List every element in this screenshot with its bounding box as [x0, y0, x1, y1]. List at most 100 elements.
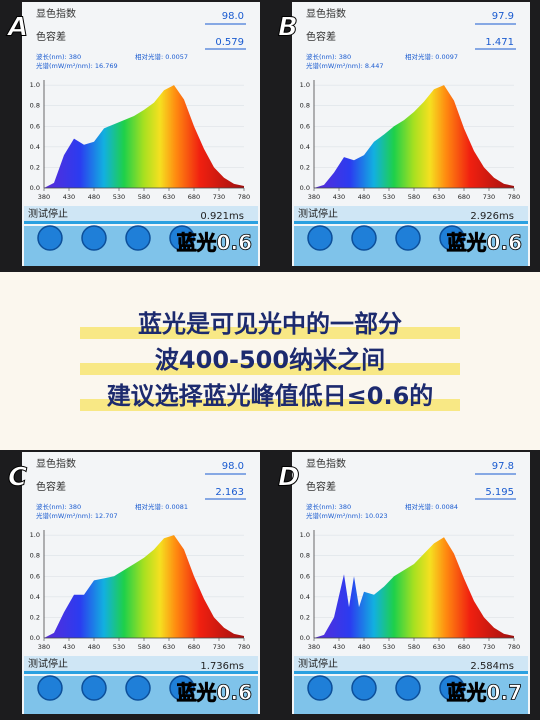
- button[interactable]: [37, 225, 63, 251]
- y-tick-label: 0.4: [30, 593, 40, 601]
- highlight: [80, 399, 460, 411]
- status-bar: [24, 206, 258, 222]
- button[interactable]: [395, 675, 421, 701]
- y-tick-label: 0.6: [300, 572, 310, 580]
- y-tick-label: 0.6: [30, 572, 40, 580]
- overlay-label: 蓝光0.6: [177, 231, 252, 255]
- x-tick-label: 680: [188, 193, 200, 201]
- button[interactable]: [81, 675, 107, 701]
- x-tick-label: 780: [238, 643, 250, 651]
- button[interactable]: [37, 675, 63, 701]
- caption-line: 建议选择蓝光峰值低日≤0.6的: [107, 382, 434, 410]
- y-tick-label: 0.4: [300, 593, 310, 601]
- y-tick-label: 0.8: [300, 102, 310, 110]
- button[interactable]: [351, 675, 377, 701]
- status-bar: [294, 206, 528, 222]
- highlight: [80, 327, 460, 339]
- cri-value: 97.9: [492, 11, 514, 22]
- wavelength: 波长(nm): 380: [36, 502, 81, 511]
- button[interactable]: [439, 225, 465, 251]
- panel-letter: A: [6, 13, 28, 43]
- x-tick-label: 380: [308, 643, 320, 651]
- x-tick-label: 780: [238, 193, 250, 201]
- button[interactable]: [125, 225, 151, 251]
- x-tick-label: 630: [433, 193, 445, 201]
- button[interactable]: [307, 675, 333, 701]
- cri-label: 显色指数: [306, 457, 346, 470]
- y-tick-label: 1.0: [300, 531, 310, 539]
- x-tick-label: 730: [483, 643, 495, 651]
- panel-letter: B: [278, 13, 298, 43]
- wavelength: 波长(nm): 380: [36, 52, 81, 61]
- status: 测试停止: [298, 207, 338, 220]
- button[interactable]: [169, 225, 195, 251]
- time: 0.921ms: [200, 211, 244, 222]
- x-tick-label: 680: [188, 643, 200, 651]
- x-tick-label: 380: [38, 643, 50, 651]
- x-tick-label: 530: [383, 193, 395, 201]
- x-tick-label: 430: [333, 193, 345, 201]
- x-tick-label: 580: [408, 643, 420, 651]
- spectrum-power: 光谱(mW/m²/nm): 16.769: [36, 61, 118, 70]
- x-tick-label: 480: [88, 643, 100, 651]
- time: 2.926ms: [470, 211, 514, 222]
- x-tick-label: 780: [508, 193, 520, 201]
- caption-band: [0, 272, 540, 450]
- x-tick-label: 730: [213, 193, 225, 201]
- relative: 相对光谱: 0.0084: [405, 502, 458, 511]
- y-tick-label: 0.2: [300, 163, 310, 171]
- y-tick-label: 1.0: [30, 531, 40, 539]
- button[interactable]: [395, 225, 421, 251]
- y-tick-label: 0.8: [30, 102, 40, 110]
- button[interactable]: [81, 225, 107, 251]
- button[interactable]: [439, 675, 465, 701]
- button[interactable]: [307, 225, 333, 251]
- x-tick-label: 630: [433, 643, 445, 651]
- button[interactable]: [351, 225, 377, 251]
- y-tick-label: 0.4: [30, 143, 40, 151]
- x-tick-label: 430: [63, 643, 75, 651]
- status: 测试停止: [28, 657, 68, 670]
- x-tick-label: 380: [38, 193, 50, 201]
- x-tick-label: 730: [213, 643, 225, 651]
- cri-label: 显色指数: [36, 7, 76, 20]
- caption-line: 蓝光是可见光中的一部分: [138, 310, 402, 338]
- cri-value: 97.8: [492, 461, 514, 472]
- status-line: [24, 221, 258, 224]
- x-tick-label: 530: [113, 193, 125, 201]
- y-tick-label: 0.2: [30, 163, 40, 171]
- sdcm-label: 色容差: [36, 30, 66, 43]
- y-tick-label: 1.0: [300, 81, 310, 89]
- relative: 相对光谱: 0.0057: [135, 52, 188, 61]
- x-tick-label: 430: [63, 193, 75, 201]
- y-tick-label: 0.8: [300, 552, 310, 560]
- cri-label: 显色指数: [36, 457, 76, 470]
- status: 测试停止: [28, 207, 68, 220]
- button[interactable]: [169, 675, 195, 701]
- sdcm-value: 5.195: [485, 487, 514, 498]
- x-tick-label: 480: [358, 643, 370, 651]
- x-tick-label: 680: [458, 193, 470, 201]
- relative: 相对光谱: 0.0097: [405, 52, 458, 61]
- cri-value: 98.0: [222, 461, 244, 472]
- y-tick-label: 0.2: [300, 613, 310, 621]
- highlight: [80, 363, 460, 375]
- panel-letter: D: [278, 463, 300, 493]
- x-tick-label: 780: [508, 643, 520, 651]
- button[interactable]: [125, 675, 151, 701]
- y-tick-label: 0.0: [30, 634, 40, 642]
- x-tick-label: 480: [358, 193, 370, 201]
- sdcm-label: 色容差: [36, 480, 66, 493]
- sdcm-label: 色容差: [306, 480, 336, 493]
- y-tick-label: 0.2: [30, 613, 40, 621]
- sdcm-value: 0.579: [215, 37, 244, 48]
- status-line: [294, 671, 528, 674]
- y-tick-label: 0.8: [30, 552, 40, 560]
- spectrum-area: [44, 535, 244, 638]
- relative: 相对光谱: 0.0081: [135, 502, 188, 511]
- spectrum-area: [314, 537, 514, 638]
- time: 1.736ms: [200, 661, 244, 672]
- status-line: [294, 221, 528, 224]
- status-line: [24, 671, 258, 674]
